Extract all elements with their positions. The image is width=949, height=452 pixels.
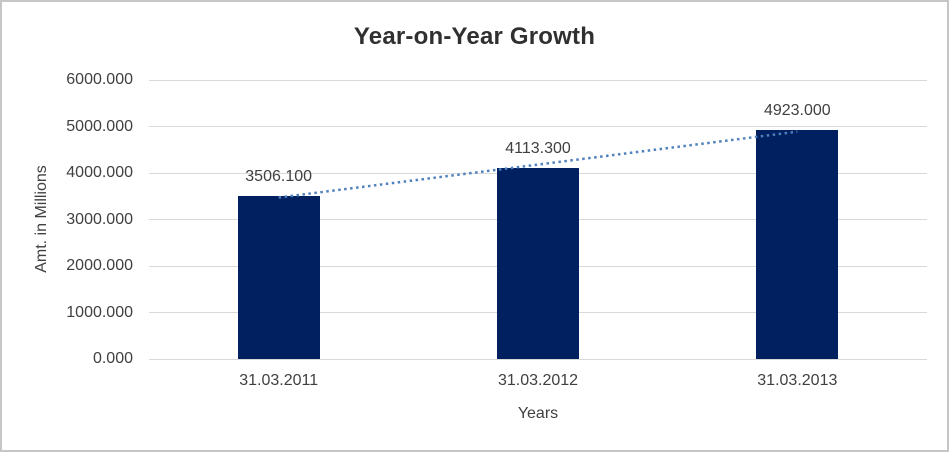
trendline-path: [278, 130, 798, 199]
gridline: [149, 358, 927, 360]
x-axis-title: Years: [517, 405, 559, 422]
plot-area: 3506.100 4113.300 4923.000: [149, 79, 927, 360]
bar: [756, 130, 839, 359]
bar-data-label: 3506.100: [245, 167, 313, 185]
bar-data-label: 4923.000: [763, 102, 831, 120]
gridline: [149, 126, 927, 127]
trendline: [278, 130, 798, 199]
y-tick-label: 6000.000: [66, 71, 133, 88]
y-tick-label: 3000.000: [66, 210, 133, 228]
bar-data-label: 4113.300: [505, 139, 571, 157]
x-tick-label: 31.03.2013: [757, 372, 838, 389]
y-tick-label: 5000.000: [66, 117, 133, 135]
chart-title: Year-on-Year Growth: [353, 23, 596, 50]
y-tick-label: 2000.000: [66, 257, 133, 274]
x-tick-label: 31.03.2012: [497, 372, 579, 389]
y-tick-label: 0.000: [92, 350, 133, 367]
x-tick-label: 31.03.2011: [239, 372, 319, 389]
y-tick-label: 4000.000: [66, 164, 133, 181]
bar: [237, 195, 320, 359]
y-tick-label: 1000.000: [66, 303, 133, 321]
gridline: [149, 79, 927, 81]
bar: [497, 167, 579, 359]
